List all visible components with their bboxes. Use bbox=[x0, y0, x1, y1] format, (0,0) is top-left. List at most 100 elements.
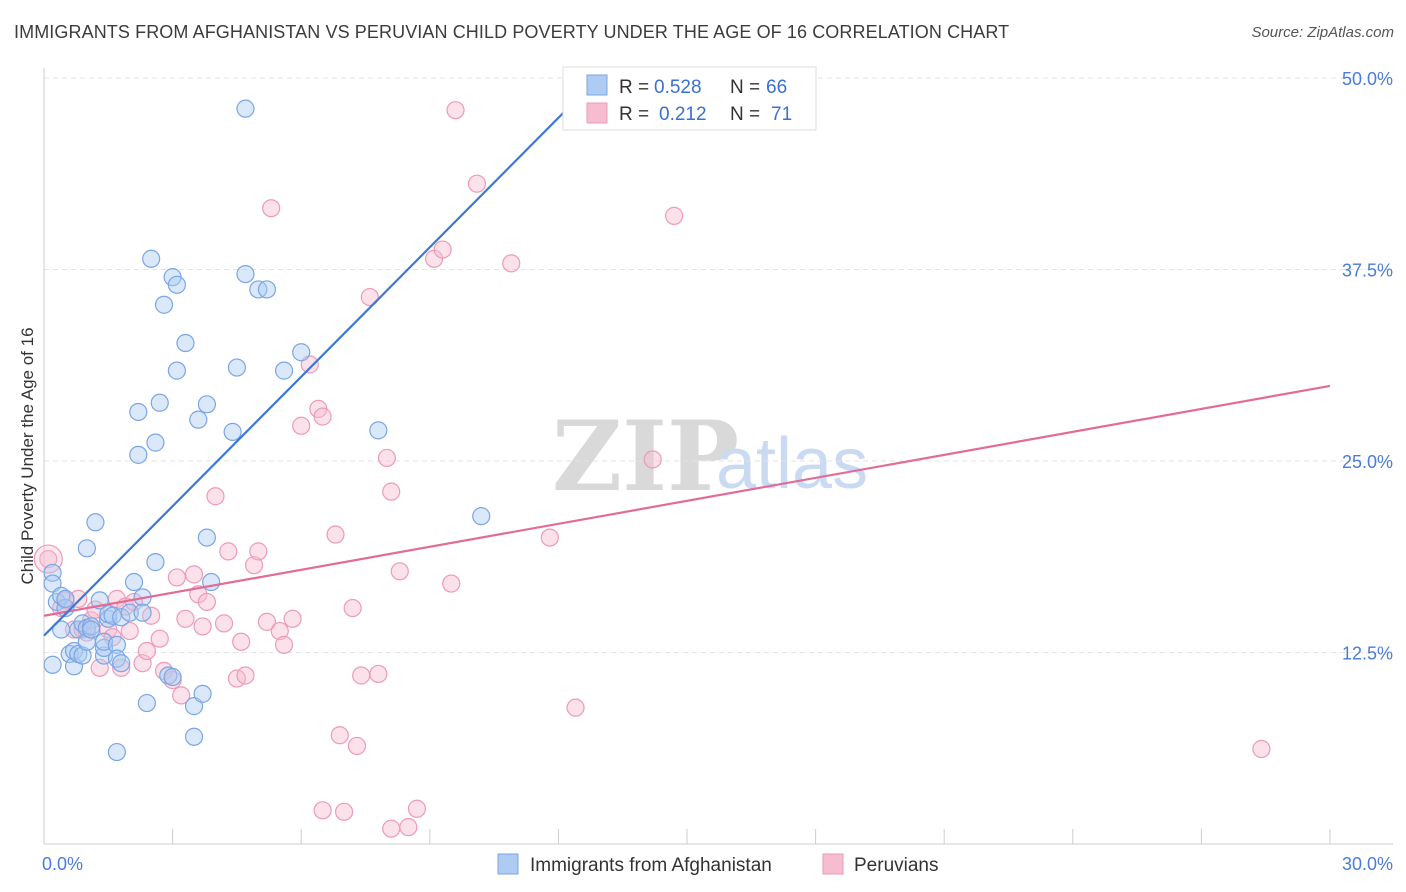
data-point-afghanistan bbox=[137, 693, 156, 713]
data-point-peruvian bbox=[292, 416, 311, 435]
data-point-afghanistan bbox=[86, 513, 105, 532]
legend-n-label: N = bbox=[730, 104, 760, 125]
data-point-afghanistan bbox=[43, 655, 62, 674]
data-point-afghanistan bbox=[146, 433, 165, 452]
data-point-peruvian bbox=[262, 199, 281, 218]
data-point-peruvian bbox=[442, 574, 461, 593]
data-point-peruvian bbox=[540, 528, 559, 547]
legend-blue-r: 0.528 bbox=[654, 77, 702, 98]
data-point-afghanistan bbox=[274, 361, 294, 380]
data-point-afghanistan bbox=[56, 589, 75, 608]
data-point-peruvian bbox=[360, 287, 379, 307]
data-point-peruvian bbox=[39, 549, 58, 569]
data-point-peruvian bbox=[176, 609, 195, 628]
y-tick-label: 12.5% bbox=[1342, 644, 1393, 664]
data-point-peruvian bbox=[313, 801, 332, 820]
data-point-peruvian bbox=[214, 614, 234, 633]
legend-swatch-peruvians bbox=[822, 853, 844, 875]
source-label: Source: ZipAtlas.com bbox=[1251, 24, 1394, 41]
data-point-peruvian bbox=[69, 589, 88, 608]
data-point-afghanistan bbox=[73, 646, 92, 665]
data-point-peruvian bbox=[446, 101, 465, 120]
data-point-afghanistan bbox=[129, 402, 148, 422]
data-point-afghanistan bbox=[292, 343, 311, 362]
data-point-peruvian bbox=[643, 450, 662, 469]
legend-pink-r: 0.212 bbox=[659, 104, 707, 125]
legend-blue-n: 66 bbox=[766, 77, 787, 98]
trendline-peruvians bbox=[43, 384, 1331, 617]
data-point-peruvian bbox=[390, 562, 409, 581]
data-point-peruvian bbox=[197, 592, 216, 612]
legend-pink-n: 71 bbox=[771, 104, 792, 125]
data-point-peruvian bbox=[399, 818, 418, 837]
data-point-afghanistan bbox=[369, 421, 388, 440]
data-point-afghanistan bbox=[150, 393, 169, 412]
data-point-peruvian-large bbox=[33, 544, 63, 574]
data-point-peruvian bbox=[283, 609, 302, 628]
legend-label-peruvians: Peruvians bbox=[854, 855, 939, 876]
data-point-peruvian bbox=[313, 407, 332, 426]
x-tick-label-min: 0.0% bbox=[42, 854, 83, 874]
data-point-peruvian bbox=[502, 254, 521, 273]
data-point-peruvian bbox=[382, 819, 401, 838]
legend-swatch-afghanistan bbox=[497, 853, 519, 875]
data-point-afghanistan bbox=[120, 603, 139, 622]
trendlines bbox=[43, 69, 1331, 637]
data-point-afghanistan bbox=[112, 654, 131, 673]
data-point-peruvian bbox=[219, 542, 238, 561]
data-point-peruvian bbox=[150, 629, 169, 648]
data-point-afghanistan bbox=[189, 410, 208, 429]
data-point-afghanistan bbox=[236, 264, 255, 284]
series-peruvians bbox=[33, 101, 1271, 838]
data-point-afghanistan bbox=[167, 275, 186, 294]
data-point-afghanistan bbox=[43, 563, 62, 582]
data-point-peruvian bbox=[137, 641, 156, 661]
data-point-peruvian bbox=[377, 448, 397, 468]
data-point-peruvian bbox=[369, 664, 388, 684]
data-point-peruvian bbox=[249, 542, 268, 561]
data-point-afghanistan bbox=[257, 280, 277, 299]
data-point-peruvian bbox=[330, 726, 349, 745]
data-point-afghanistan bbox=[197, 395, 216, 414]
data-point-afghanistan bbox=[112, 608, 131, 627]
data-point-peruvian bbox=[274, 635, 294, 654]
data-point-peruvian bbox=[257, 612, 277, 631]
data-point-peruvian bbox=[112, 658, 131, 677]
data-point-afghanistan bbox=[82, 620, 101, 639]
trendline-afghanistan bbox=[43, 69, 607, 637]
data-point-afghanistan bbox=[124, 572, 144, 592]
axes bbox=[43, 68, 1393, 845]
data-point-peruvian bbox=[232, 632, 251, 651]
data-point-afghanistan bbox=[163, 667, 182, 687]
data-point-peruvian bbox=[566, 698, 585, 717]
data-point-peruvian bbox=[407, 799, 427, 818]
data-point-afghanistan bbox=[197, 528, 216, 547]
data-point-afghanistan bbox=[176, 333, 195, 353]
data-point-afghanistan bbox=[223, 422, 242, 441]
correlation-legend: R = 0.528 N = 66 R = 0.212 N = 71 bbox=[562, 66, 817, 131]
series-legend: Immigrants from Afghanistan Peruvians bbox=[497, 853, 939, 876]
data-point-peruvian bbox=[665, 206, 684, 225]
data-point-peruvian bbox=[236, 666, 255, 685]
data-point-peruvian bbox=[343, 598, 362, 618]
data-point-peruvian bbox=[326, 525, 345, 544]
data-point-peruvian bbox=[352, 666, 371, 685]
data-point-peruvian bbox=[172, 686, 191, 705]
legend-n-label: N = bbox=[730, 77, 760, 98]
y-axis-label: Child Poverty Under the Age of 16 bbox=[18, 327, 37, 584]
data-point-peruvian bbox=[244, 556, 264, 575]
series-afghanistan bbox=[43, 99, 491, 762]
legend-r-label: R = bbox=[619, 77, 649, 98]
data-point-peruvian bbox=[270, 621, 289, 641]
data-point-afghanistan bbox=[193, 684, 212, 703]
legend-swatch-pink bbox=[586, 102, 608, 124]
data-point-afghanistan bbox=[142, 249, 161, 268]
watermark-zip: ZIP bbox=[552, 400, 739, 513]
data-point-afghanistan bbox=[107, 635, 126, 654]
x-tick-label-max: 30.0% bbox=[1342, 854, 1393, 874]
y-tick-label: 25.0% bbox=[1342, 452, 1393, 472]
data-point-peruvian bbox=[167, 568, 186, 587]
data-point-afghanistan bbox=[107, 742, 126, 762]
y-tick-label: 37.5% bbox=[1342, 261, 1393, 281]
